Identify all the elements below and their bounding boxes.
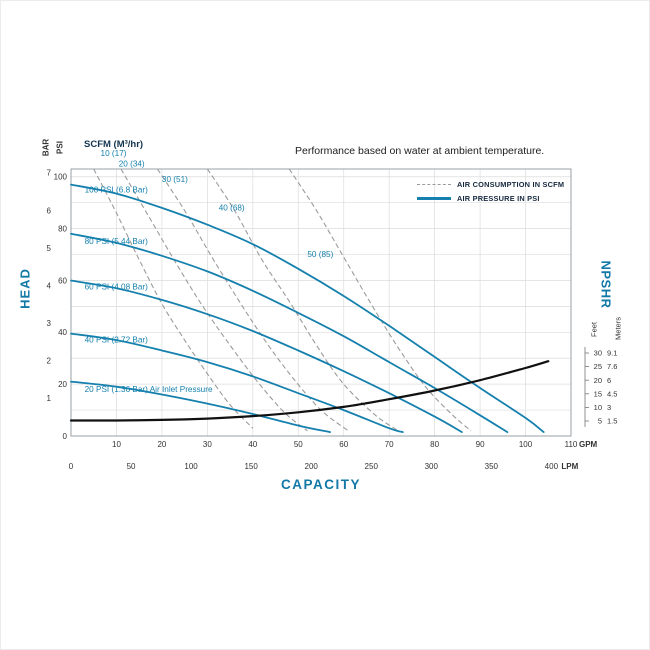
x-axis-title-capacity: CAPACITY: [280, 477, 361, 492]
feet-tick-label: 5: [598, 417, 602, 426]
dashed-line-swatch: [417, 183, 451, 185]
meters-tick-label: 7.6: [607, 362, 617, 371]
psi-tick-label: 100: [54, 173, 68, 182]
legend-row-air-pressure: AIR PRESSURE IN PSI: [417, 191, 587, 205]
origin-tick-label: 0: [63, 432, 68, 441]
gpm-unit-label: GPM: [579, 440, 598, 449]
bar-tick-label: 1: [47, 394, 52, 403]
lpm-tick-label: 150: [244, 462, 258, 471]
bar-tick-label: 4: [47, 281, 52, 290]
feet-tick-label: 25: [594, 362, 602, 371]
legend-row-air-consumption: AIR CONSUMPTION IN SCFM: [417, 177, 587, 191]
lpm-tick-label: 350: [485, 462, 499, 471]
legend-label-air-consumption: AIR CONSUMPTION IN SCFM: [457, 179, 565, 189]
air-curve-label: 10 (17): [101, 149, 127, 158]
meters-tick-label: 1.5: [607, 417, 617, 426]
air-consumption-curve: [156, 168, 349, 432]
psi-tick-label: 20: [58, 380, 67, 389]
bar-tick-label: 6: [47, 206, 52, 215]
psi-scale-header: PSI: [55, 141, 65, 154]
air-consumption-curve: [120, 168, 308, 432]
gpm-tick-label: 80: [430, 440, 439, 449]
bar-tick-label: 5: [47, 244, 52, 253]
psi-tick-label: 80: [58, 224, 67, 233]
gpm-tick-label: 60: [339, 440, 348, 449]
chart-title: Performance based on water at ambient te…: [295, 145, 545, 157]
feet-tick-label: 30: [594, 349, 602, 358]
gpm-tick-label: 20: [157, 440, 166, 449]
gpm-tick-label: 70: [385, 440, 394, 449]
gpm-tick-label: 40: [248, 440, 257, 449]
bar-tick-label: 7: [47, 169, 52, 178]
lpm-tick-label: 50: [127, 462, 136, 471]
gpm-tick-label: 50: [294, 440, 303, 449]
feet-tick-label: 20: [594, 376, 602, 385]
meters-tick-label: 9.1: [607, 349, 617, 358]
air-pressure-curve: [70, 183, 545, 433]
lpm-tick-label: 300: [425, 462, 439, 471]
meters-scale-header: Meters: [613, 317, 623, 340]
air-pressure-curve: [70, 380, 331, 433]
feet-scale-header: Feet: [589, 322, 599, 338]
plot-border: [70, 168, 572, 437]
legend-label-air-pressure: AIR PRESSURE IN PSI: [457, 193, 540, 203]
right-axis-title-npshr: NPSHR: [598, 260, 614, 309]
lpm-unit-label: LPM: [561, 462, 578, 471]
air-curve-label: 40 (68): [219, 203, 245, 212]
air-pressure-curve: [70, 332, 404, 433]
feet-tick-label: 15: [594, 389, 602, 398]
y-axis-title-head: HEAD: [17, 268, 33, 309]
lpm-tick-label: 0: [69, 462, 74, 471]
gpm-tick-label: 30: [203, 440, 212, 449]
lpm-tick-label: 250: [365, 462, 379, 471]
solid-line-swatch: [417, 196, 451, 200]
npshr-curve: [69, 360, 550, 422]
chart-legend: AIR CONSUMPTION IN SCFM AIR PRESSURE IN …: [417, 177, 587, 205]
pressure-curve-label: 20 PSI (1.36 Bar) Air Inlet Pressure: [85, 385, 213, 394]
air-curve-label: 50 (85): [307, 250, 333, 259]
gpm-tick-label: 10: [112, 440, 121, 449]
bar-scale-header: BAR: [41, 138, 51, 157]
gpm-tick-label: 100: [519, 440, 533, 449]
air-curve-label: 20 (34): [119, 159, 145, 168]
air-curve-label: 30 (51): [162, 175, 188, 184]
psi-tick-label: 60: [58, 276, 67, 285]
pressure-curve-label: 40 PSI (2.72 Bar): [85, 336, 149, 345]
lpm-tick-label: 200: [305, 462, 319, 471]
pressure-curve-label: 80 PSI (5.44 Bar): [85, 237, 149, 246]
meters-tick-label: 4.5: [607, 389, 617, 398]
bar-tick-label: 3: [47, 319, 52, 328]
gpm-tick-label: 110: [565, 440, 578, 449]
pressure-curve-label: 60 PSI (4.08 Bar): [85, 283, 149, 292]
air-consumption-curve: [206, 168, 399, 432]
air-consumption-curve: [288, 168, 472, 432]
lpm-tick-label: 400: [545, 462, 559, 471]
scfm-axis-header: SCFM (M³/hr): [84, 139, 144, 150]
lpm-tick-label: 100: [184, 462, 198, 471]
air-pressure-curve: [70, 279, 463, 433]
air-pressure-curve: [70, 232, 509, 433]
psi-tick-label: 40: [58, 328, 67, 337]
gpm-tick-label: 90: [476, 440, 485, 449]
pressure-curve-label: 100 PSI (6.8 Bar): [85, 185, 149, 194]
meters-tick-label: 3: [607, 403, 611, 412]
bar-tick-label: 2: [47, 357, 52, 366]
feet-tick-label: 10: [594, 403, 602, 412]
meters-tick-label: 6: [607, 376, 611, 385]
